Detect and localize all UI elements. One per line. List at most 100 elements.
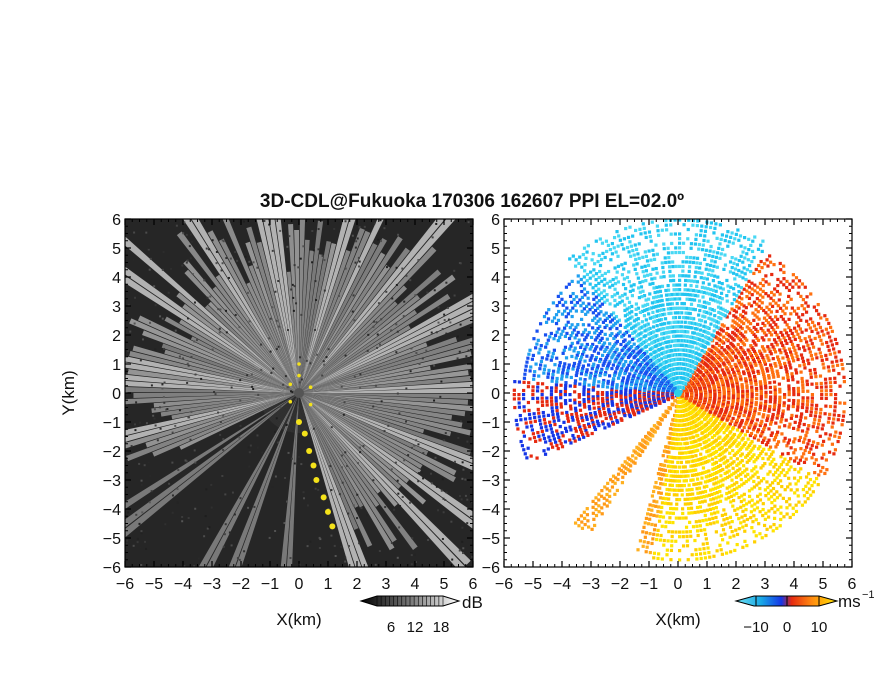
highlight-point	[297, 373, 301, 378]
velocity-pixel	[761, 370, 765, 374]
velocity-pixel	[598, 269, 602, 274]
velocity-pixel	[706, 311, 711, 315]
velocity-pixel	[577, 338, 581, 342]
intensity-ray	[299, 351, 472, 393]
velocity-pixel	[671, 316, 676, 320]
velocity-pixel	[633, 461, 637, 465]
noise-pixel	[162, 250, 165, 253]
noise-pixel	[277, 441, 280, 444]
intensity-ray	[190, 336, 299, 393]
velocity-pixel	[751, 339, 755, 343]
x-tick-label: −5	[145, 576, 163, 593]
velocity-pixel	[633, 324, 637, 328]
velocity-pixel	[665, 459, 669, 463]
velocity-pixel	[641, 255, 645, 259]
velocity-pixel	[608, 359, 612, 363]
velocity-pixel	[664, 478, 668, 482]
noise-pixel	[314, 280, 317, 283]
highlight-point	[288, 382, 293, 387]
velocity-pixel	[744, 378, 748, 383]
velocity-pixel	[761, 289, 765, 293]
velocity-pixel	[613, 350, 617, 355]
velocity-pixel	[552, 337, 556, 341]
velocity-pixel	[746, 258, 750, 262]
velocity-pixel	[581, 301, 585, 305]
velocity-pixel	[659, 317, 664, 322]
noise-pixel	[222, 240, 225, 243]
velocity-pixel	[582, 387, 586, 392]
velocity-pixel	[798, 327, 803, 331]
velocity-pixel	[704, 225, 708, 229]
velocity-pixel	[674, 325, 678, 329]
velocity-pixel	[818, 325, 823, 330]
velocity-pixel	[758, 287, 763, 291]
velocity-pixel	[837, 372, 841, 376]
intensity-ray	[299, 246, 437, 393]
noise-pixel	[431, 236, 434, 239]
velocity-pixel	[599, 347, 603, 351]
noise-pixel	[414, 561, 417, 564]
intensity-ray	[299, 219, 356, 393]
velocity-pixel	[582, 390, 586, 394]
velocity-pixel	[563, 345, 568, 349]
noise-pixel	[162, 396, 165, 399]
velocity-pixel	[672, 325, 676, 329]
velocity-pixel	[674, 329, 678, 334]
velocity-pixel	[694, 265, 698, 270]
velocity-pixel	[747, 279, 751, 283]
velocity-pixel	[618, 330, 622, 334]
velocity-pixel	[644, 235, 648, 240]
velocity-pixel	[816, 302, 820, 307]
velocity-pixel	[703, 335, 707, 339]
velocity-pixel	[597, 492, 601, 496]
velocity-pixel	[724, 331, 729, 336]
velocity-pixel	[563, 362, 567, 366]
noise-pixel	[181, 520, 184, 523]
velocity-pixel	[563, 398, 568, 403]
noise-pixel	[225, 331, 228, 334]
velocity-pixel	[575, 368, 580, 372]
velocity-pixel	[681, 260, 685, 264]
velocity-pixel	[821, 362, 825, 366]
velocity-pixel	[810, 393, 815, 397]
velocity-pixel	[553, 422, 557, 427]
velocity-pixel	[534, 346, 538, 350]
velocity-pixel	[661, 515, 666, 519]
intensity-ray	[270, 393, 299, 422]
velocity-pixel	[522, 448, 526, 452]
intensity-ray	[299, 241, 332, 393]
velocity-pixel	[771, 373, 775, 377]
velocity-pixel	[648, 292, 652, 296]
velocity-pixel	[698, 266, 702, 270]
velocity-pixel	[750, 249, 755, 254]
velocity-pixel	[668, 307, 673, 311]
velocity-pixel	[592, 297, 596, 301]
velocity-pixel	[615, 356, 619, 360]
velocity-pixel	[628, 289, 633, 294]
velocity-pixel	[723, 238, 727, 243]
velocity-pixel	[578, 403, 582, 407]
velocity-pixel	[694, 237, 698, 242]
noise-pixel	[390, 468, 393, 471]
velocity-pixel	[784, 367, 788, 371]
velocity-pixel	[827, 321, 831, 326]
velocity-pixel	[691, 219, 695, 223]
velocity-pixel	[519, 418, 523, 422]
velocity-pixel	[584, 312, 588, 316]
velocity-pixel	[777, 360, 782, 364]
velocity-pixel	[559, 405, 563, 409]
velocity-pixel	[672, 362, 676, 366]
velocity-pixel	[559, 442, 563, 446]
noise-pixel	[422, 452, 425, 455]
velocity-pixel	[544, 311, 549, 315]
velocity-pixel	[691, 321, 695, 325]
velocity-pixel	[601, 403, 605, 407]
velocity-pixel	[763, 362, 768, 366]
velocity-pixel	[818, 374, 823, 378]
velocity-pixel	[745, 391, 750, 395]
velocity-pixel	[544, 320, 549, 324]
noise-pixel	[126, 511, 129, 514]
velocity-pixel	[571, 291, 575, 296]
intensity-ray	[265, 393, 299, 417]
velocity-pixel	[740, 297, 744, 301]
